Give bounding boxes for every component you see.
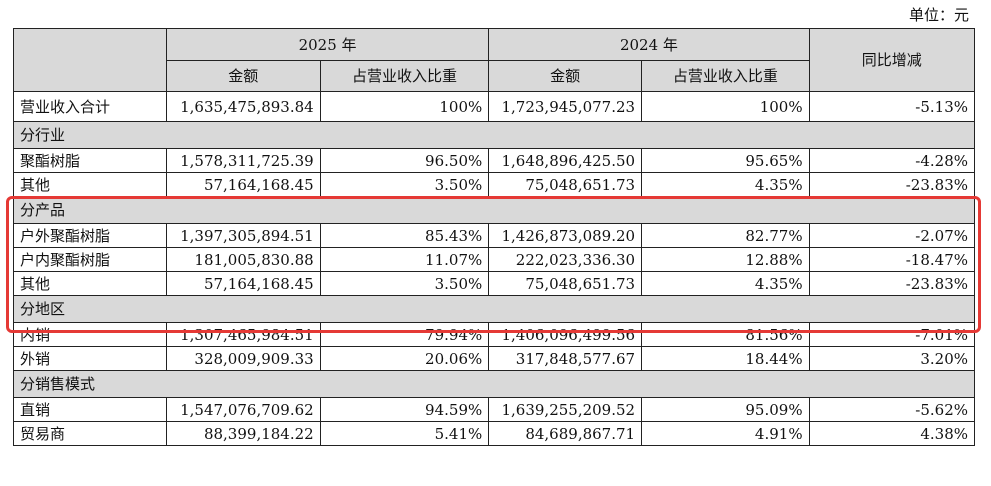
table-row: 其他 57,164,168.45 3.50% 75,048,651.73 4.3… — [13, 271, 976, 296]
table-row: 贸易商 88,399,184.22 5.41% 84,689,867.71 4.… — [13, 421, 976, 446]
unit-label: 单位：元 — [908, 6, 969, 24]
yoy-change: -2.07% — [808, 223, 976, 248]
amount-2024: 75,048,651.73 — [488, 271, 643, 296]
yoy-change: -23.83% — [808, 271, 976, 296]
total-row: 营业收入合计 1,635,475,893.84 100% 1,723,945,0… — [13, 91, 976, 122]
ratio-2024: 82.77% — [641, 223, 810, 248]
amount-2025: 57,164,168.45 — [165, 172, 321, 197]
amount-2025: 328,009,909.33 — [165, 346, 321, 371]
amount-2024: 75,048,651.73 — [488, 172, 643, 197]
amount-2024: 317,848,577.67 — [488, 346, 643, 371]
ratio-2025: 20.06% — [319, 346, 490, 371]
section-header: 分行业 — [13, 121, 975, 149]
section-title: 分销售模式 — [13, 370, 975, 398]
ratio-2025: 5.41% — [319, 421, 490, 446]
yoy-change: -7.01% — [808, 322, 976, 347]
row-label: 外销 — [13, 346, 167, 371]
amount-2024: 1,723,945,077.23 — [488, 91, 643, 122]
table-row: 外销 328,009,909.33 20.06% 317,848,577.67 … — [13, 346, 976, 371]
amount-2025: 88,399,184.22 — [165, 421, 321, 446]
row-label: 其他 — [13, 172, 167, 197]
header-year-2025: 2025 年 — [165, 28, 490, 61]
ratio-2024: 18.44% — [641, 346, 810, 371]
row-label: 直销 — [13, 397, 167, 422]
table-row: 户外聚酯树脂 1,397,305,894.51 85.43% 1,426,873… — [13, 223, 976, 248]
ratio-2025: 85.43% — [319, 223, 490, 248]
ratio-2024: 81.56% — [641, 322, 810, 347]
yoy-change: -5.62% — [808, 397, 976, 422]
revenue-table: 2025 年 2024 年 同比增减 金额 占营业收入比重 金额 占营业收入比重… — [13, 28, 976, 446]
table-row: 其他 57,164,168.45 3.50% 75,048,651.73 4.3… — [13, 172, 976, 197]
amount-2025: 181,005,830.88 — [165, 247, 321, 272]
ratio-2025: 11.07% — [319, 247, 490, 272]
amount-2025: 1,307,465,984.51 — [165, 322, 321, 347]
section-title: 分地区 — [13, 295, 975, 323]
ratio-2024: 95.09% — [641, 397, 810, 422]
yoy-change: 4.38% — [808, 421, 976, 446]
section-header: 分产品 — [13, 196, 975, 224]
amount-2025: 1,547,076,709.62 — [165, 397, 321, 422]
table-row: 内销 1,307,465,984.51 79.94% 1,406,096,499… — [13, 322, 976, 347]
yoy-change: 3.20% — [808, 346, 976, 371]
ratio-2024: 4.35% — [641, 172, 810, 197]
section-header: 分地区 — [13, 295, 975, 323]
yoy-change: -23.83% — [808, 172, 976, 197]
ratio-2025: 100% — [319, 91, 490, 122]
yoy-change: -18.47% — [808, 247, 976, 272]
amount-2025: 1,397,305,894.51 — [165, 223, 321, 248]
header-amount-2025: 金额 — [165, 60, 321, 92]
ratio-2025: 3.50% — [319, 271, 490, 296]
row-label: 内销 — [13, 322, 167, 347]
header-amount-2024: 金额 — [488, 60, 643, 92]
yoy-change: -4.28% — [808, 148, 976, 173]
header-ratio-2025: 占营业收入比重 — [319, 60, 490, 92]
header-year-2024: 2024 年 — [488, 28, 810, 61]
row-label: 户内聚酯树脂 — [13, 247, 167, 272]
ratio-2025: 3.50% — [319, 172, 490, 197]
amount-2024: 1,639,255,209.52 — [488, 397, 643, 422]
ratio-2024: 4.35% — [641, 271, 810, 296]
amount-2024: 1,406,096,499.56 — [488, 322, 643, 347]
ratio-2025: 96.50% — [319, 148, 490, 173]
section-title: 分产品 — [13, 196, 975, 224]
ratio-2025: 79.94% — [319, 322, 490, 347]
header-blank — [13, 28, 167, 92]
table-row: 聚酯树脂 1,578,311,725.39 96.50% 1,648,896,4… — [13, 148, 976, 173]
yoy-change: -5.13% — [808, 91, 976, 122]
amount-2025: 57,164,168.45 — [165, 271, 321, 296]
amount-2024: 84,689,867.71 — [488, 421, 643, 446]
amount-2024: 1,648,896,425.50 — [488, 148, 643, 173]
ratio-2024: 100% — [641, 91, 810, 122]
ratio-2024: 4.91% — [641, 421, 810, 446]
header-yoy: 同比增减 — [808, 28, 976, 92]
row-label: 户外聚酯树脂 — [13, 223, 167, 248]
amount-2024: 1,426,873,089.20 — [488, 223, 643, 248]
amount-2025: 1,578,311,725.39 — [165, 148, 321, 173]
ratio-2025: 94.59% — [319, 397, 490, 422]
row-label: 贸易商 — [13, 421, 167, 446]
ratio-2024: 12.88% — [641, 247, 810, 272]
section-header: 分销售模式 — [13, 370, 975, 398]
row-label: 聚酯树脂 — [13, 148, 167, 173]
row-label: 其他 — [13, 271, 167, 296]
section-title: 分行业 — [13, 121, 975, 149]
amount-2024: 222,023,336.30 — [488, 247, 643, 272]
table-row: 户内聚酯树脂 181,005,830.88 11.07% 222,023,336… — [13, 247, 976, 272]
row-label: 营业收入合计 — [13, 91, 167, 122]
ratio-2024: 95.65% — [641, 148, 810, 173]
table-row: 直销 1,547,076,709.62 94.59% 1,639,255,209… — [13, 397, 976, 422]
header-ratio-2024: 占营业收入比重 — [641, 60, 810, 92]
amount-2025: 1,635,475,893.84 — [165, 91, 321, 122]
